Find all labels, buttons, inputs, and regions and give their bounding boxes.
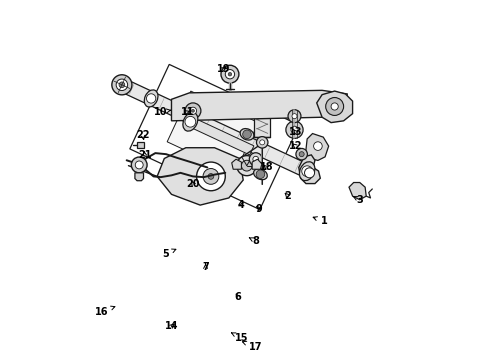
Circle shape bbox=[249, 153, 262, 166]
Circle shape bbox=[292, 114, 297, 119]
Polygon shape bbox=[130, 64, 299, 210]
Text: 12: 12 bbox=[289, 141, 302, 151]
Circle shape bbox=[296, 148, 307, 160]
Polygon shape bbox=[122, 80, 307, 176]
Circle shape bbox=[119, 82, 125, 88]
Text: 1: 1 bbox=[313, 216, 327, 226]
Circle shape bbox=[286, 121, 303, 138]
Circle shape bbox=[112, 75, 132, 95]
Text: 11: 11 bbox=[181, 107, 195, 117]
Text: 13: 13 bbox=[289, 127, 302, 136]
Text: 6: 6 bbox=[234, 292, 241, 302]
Circle shape bbox=[228, 72, 232, 76]
Circle shape bbox=[260, 140, 265, 145]
Circle shape bbox=[225, 69, 235, 79]
Polygon shape bbox=[317, 91, 353, 123]
Circle shape bbox=[192, 109, 195, 112]
Ellipse shape bbox=[240, 129, 254, 140]
Text: 14: 14 bbox=[165, 321, 178, 331]
Circle shape bbox=[299, 152, 304, 157]
Text: 18: 18 bbox=[260, 162, 273, 172]
Circle shape bbox=[185, 116, 196, 127]
Text: 5: 5 bbox=[163, 248, 176, 258]
Polygon shape bbox=[172, 90, 347, 121]
Polygon shape bbox=[157, 148, 243, 205]
Polygon shape bbox=[254, 94, 270, 137]
Ellipse shape bbox=[145, 90, 158, 107]
Text: 17: 17 bbox=[243, 341, 263, 352]
Text: 19: 19 bbox=[217, 64, 230, 74]
Circle shape bbox=[291, 126, 298, 134]
Circle shape bbox=[242, 160, 252, 171]
Polygon shape bbox=[185, 116, 254, 155]
Circle shape bbox=[302, 166, 313, 176]
Circle shape bbox=[190, 107, 196, 114]
Circle shape bbox=[256, 170, 265, 179]
Ellipse shape bbox=[183, 112, 198, 131]
Circle shape bbox=[326, 98, 343, 116]
Text: 3: 3 bbox=[353, 195, 363, 205]
Circle shape bbox=[288, 110, 301, 123]
Text: 21: 21 bbox=[138, 150, 151, 160]
Ellipse shape bbox=[254, 169, 268, 180]
Circle shape bbox=[314, 142, 322, 150]
Text: 7: 7 bbox=[202, 262, 209, 272]
Circle shape bbox=[304, 168, 315, 178]
Circle shape bbox=[185, 103, 201, 119]
Circle shape bbox=[256, 136, 268, 148]
Circle shape bbox=[237, 156, 257, 176]
Polygon shape bbox=[135, 173, 144, 181]
Polygon shape bbox=[167, 91, 258, 173]
Polygon shape bbox=[137, 142, 144, 148]
Circle shape bbox=[147, 94, 156, 103]
Circle shape bbox=[203, 168, 219, 184]
Circle shape bbox=[196, 162, 225, 191]
Text: 15: 15 bbox=[231, 333, 248, 343]
Text: 2: 2 bbox=[285, 191, 292, 201]
Ellipse shape bbox=[299, 162, 315, 181]
Polygon shape bbox=[252, 159, 262, 169]
Circle shape bbox=[131, 157, 147, 173]
Text: 16: 16 bbox=[95, 306, 115, 316]
Polygon shape bbox=[349, 183, 366, 200]
Text: 8: 8 bbox=[249, 236, 259, 246]
Circle shape bbox=[208, 174, 214, 179]
Polygon shape bbox=[170, 103, 188, 119]
Text: 4: 4 bbox=[238, 200, 245, 210]
Circle shape bbox=[243, 130, 251, 139]
Polygon shape bbox=[232, 159, 242, 169]
Text: 20: 20 bbox=[186, 179, 200, 189]
Circle shape bbox=[331, 103, 338, 110]
Circle shape bbox=[253, 156, 259, 162]
Circle shape bbox=[221, 65, 239, 83]
Text: 10: 10 bbox=[154, 107, 171, 117]
Text: 22: 22 bbox=[136, 130, 149, 140]
Circle shape bbox=[135, 161, 143, 169]
Polygon shape bbox=[299, 155, 320, 184]
Circle shape bbox=[116, 79, 127, 91]
Polygon shape bbox=[305, 134, 329, 161]
Text: 9: 9 bbox=[256, 204, 263, 214]
